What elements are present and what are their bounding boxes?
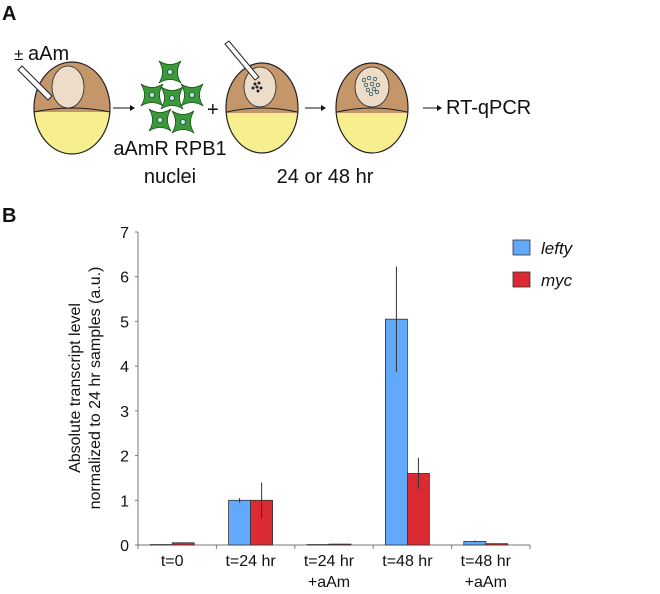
arrow-icon bbox=[305, 105, 326, 111]
y-tick-label: 5 bbox=[120, 314, 129, 331]
nucleus-icon bbox=[189, 92, 195, 98]
y-axis-label-line1: Absolute transcript level bbox=[67, 303, 84, 473]
y-axis-label-line2: normalized to 24 hr samples (a.u.) bbox=[87, 267, 104, 510]
legend-label-myc: myc bbox=[541, 271, 573, 290]
y-tick-label: 6 bbox=[120, 270, 129, 287]
y-tick-label: 7 bbox=[120, 225, 129, 242]
readout-label: RT-qPCR bbox=[446, 97, 531, 119]
bar-chart: 0 1 2 3 4 5 6 7 t=0 t=24 hr t=24 hr +aAm t=48 hr t=48… bbox=[120, 225, 574, 591]
y-tick-label: 3 bbox=[120, 404, 129, 421]
x-tick-label: t=24 hr bbox=[304, 553, 355, 570]
arrow-icon bbox=[423, 105, 442, 111]
embryo-injected bbox=[17, 61, 111, 155]
nucleus-icon bbox=[167, 69, 173, 75]
x-tick-label: t=24 hr bbox=[225, 553, 276, 570]
time-label: 24 or 48 hr bbox=[277, 166, 374, 188]
y-tick-label: 4 bbox=[120, 359, 129, 376]
nucleus-icon bbox=[169, 95, 175, 101]
x-tick-label: t=48 hr bbox=[382, 553, 433, 570]
y-tick-label: 2 bbox=[120, 449, 129, 466]
arrow-icon bbox=[113, 105, 135, 111]
bar-lefty bbox=[228, 499, 252, 546]
cells-label-line1: aAmR RPB1 bbox=[113, 138, 226, 160]
x-tick-label: +aAm bbox=[465, 574, 507, 591]
rpb1-cells-icon bbox=[140, 60, 204, 134]
bar-myc bbox=[328, 543, 352, 546]
x-tick-label: t=0 bbox=[161, 553, 184, 570]
y-tick-label: 1 bbox=[120, 493, 129, 510]
treatment-label: aAm bbox=[28, 43, 69, 65]
needle-icon bbox=[17, 65, 53, 101]
bar-myc bbox=[485, 543, 509, 546]
x-tick-label: +aAm bbox=[308, 574, 350, 591]
legend-swatch-lefty bbox=[512, 239, 531, 256]
nucleus-icon bbox=[180, 119, 186, 125]
x-tick-label: t=48 hr bbox=[461, 553, 512, 570]
embryo-incubated bbox=[335, 62, 409, 154]
embryo-transplant bbox=[224, 40, 299, 154]
legend-swatch-myc bbox=[512, 271, 531, 288]
legend-label-lefty: lefty bbox=[541, 239, 574, 258]
cells-label-line2: nuclei bbox=[144, 166, 196, 188]
plus-minus-symbol: ± bbox=[14, 45, 23, 64]
nucleus-icon bbox=[149, 92, 155, 98]
nucleus-icon bbox=[157, 117, 163, 123]
needle-icon bbox=[224, 40, 260, 81]
panel-b-label: B bbox=[2, 205, 16, 227]
y-tick-label: 0 bbox=[120, 538, 129, 555]
plus-sign: + bbox=[207, 99, 219, 121]
panel-a-label: A bbox=[2, 3, 16, 25]
